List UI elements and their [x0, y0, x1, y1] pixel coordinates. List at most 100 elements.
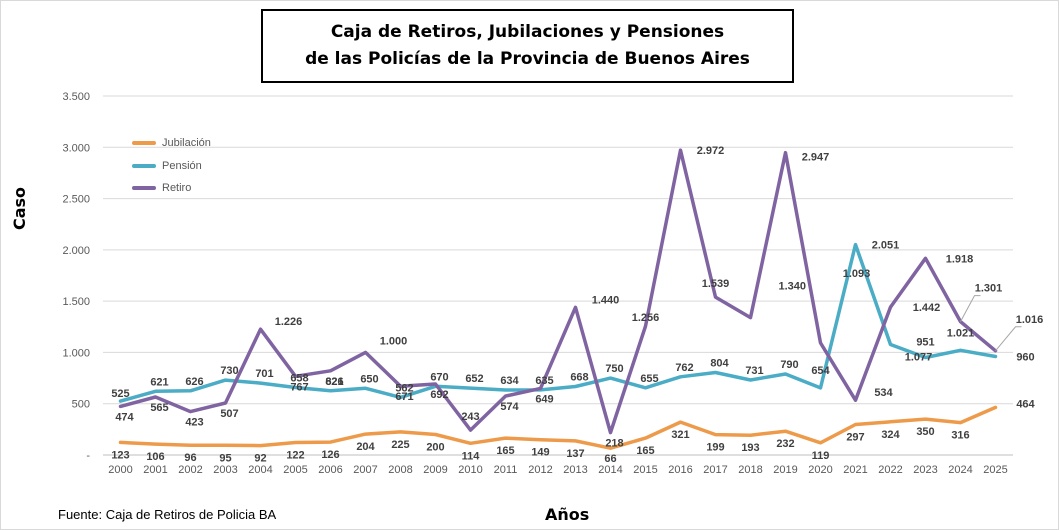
data-label-pension: 525 — [111, 388, 129, 400]
data-label-retiro: 2.972 — [697, 145, 725, 157]
chart-title-line-2: de las Policías de la Provincia de Bueno… — [305, 49, 750, 69]
data-label-pension: 635 — [535, 375, 553, 387]
data-label-retiro: 821 — [325, 376, 343, 388]
data-label-pension: 951 — [916, 336, 934, 348]
data-label-retiro: 1.226 — [275, 316, 303, 328]
data-label-pension: 655 — [640, 373, 658, 385]
data-label-retiro: 1.093 — [843, 268, 871, 280]
data-label-jubilacion: 225 — [391, 439, 409, 451]
data-label-retiro: 565 — [150, 402, 168, 414]
data-label-pension: 658 — [290, 373, 308, 385]
data-label-retiro: 507 — [220, 408, 238, 420]
legend-label-pension: Pensión — [162, 159, 202, 172]
data-label-retiro: 2.947 — [802, 152, 830, 164]
x-axis-title: Años — [545, 505, 590, 524]
legend-item-pension: Pensión — [132, 155, 211, 178]
gridlines — [103, 95, 1013, 456]
data-label-retiro: 767 — [290, 381, 308, 393]
y-tick-label: 1.500 — [62, 296, 90, 308]
data-label-retiro: 1.000 — [380, 335, 408, 347]
callout-leader — [995, 326, 1022, 352]
data-label-retiro: 671 — [395, 391, 413, 403]
data-label-pension: 804 — [710, 358, 729, 370]
x-tick-label: 2020 — [808, 464, 832, 476]
y-axis-ticks: - 500 1.000 1.500 2.000 2.500 3.000 3.500 — [62, 91, 90, 462]
data-label-jubilacion: 92 — [254, 453, 266, 465]
data-label-pension: 701 — [255, 368, 273, 380]
series-lines — [118, 148, 998, 450]
y-tick-label: 2.500 — [62, 194, 90, 206]
data-label-jubilacion: 126 — [321, 449, 339, 461]
callout-leader — [960, 295, 981, 322]
y-tick-label: 2.000 — [62, 245, 90, 257]
data-label-retiro: 1.918 — [946, 253, 974, 265]
data-label-jubilacion: 119 — [812, 450, 830, 462]
legend-item-jubilacion: Jubilación — [132, 132, 211, 155]
data-label-pension: 626 — [185, 376, 203, 388]
data-label-pension: 626 — [325, 376, 343, 388]
x-tick-label: 2014 — [598, 464, 622, 476]
data-label-pension: 668 — [570, 371, 588, 383]
x-tick-label: 2022 — [878, 464, 902, 476]
y-tick-label: 3.500 — [62, 91, 90, 103]
x-axis-ticks: 2000 2001 2002 2003 2004 2005 2006 2007 2008 2009… — [108, 464, 1007, 476]
data-label-pension: 730 — [220, 365, 238, 377]
legend-swatch-pension — [132, 163, 156, 168]
data-label-retiro: 574 — [500, 401, 519, 413]
x-tick-label: 2016 — [668, 464, 692, 476]
data-label-jubilacion: 96 — [184, 452, 196, 464]
data-label-retiro: 534 — [874, 387, 893, 399]
data-label-pension: 731 — [745, 365, 763, 377]
callout-leaders — [960, 295, 1022, 352]
data-label-retiro: 692 — [430, 389, 448, 401]
data-label-jubilacion: 199 — [706, 442, 724, 454]
data-label-retiro: 1.301 — [975, 283, 1003, 295]
x-tick-label: 2002 — [178, 464, 202, 476]
x-tick-label: 2008 — [388, 464, 412, 476]
data-label-retiro: 649 — [535, 393, 553, 405]
legend-item-retiro: Retiro — [132, 177, 211, 200]
data-label-jubilacion: 95 — [219, 452, 231, 464]
data-label-pension: 621 — [150, 376, 168, 388]
data-label-retiro: 474 — [115, 411, 134, 423]
x-tick-label: 2003 — [213, 464, 237, 476]
data-label-retiro: 1.539 — [702, 278, 730, 290]
data-label-jubilacion: 149 — [531, 447, 549, 459]
y-tick-label: 1.000 — [62, 347, 90, 359]
x-tick-label: 2009 — [423, 464, 447, 476]
data-label-retiro: 1.440 — [592, 294, 620, 306]
data-label-jubilacion: 137 — [566, 448, 584, 460]
chart-title-box: Caja de Retiros, Jubilaciones y Pensione… — [261, 9, 794, 83]
y-axis-title: Caso — [10, 186, 29, 230]
x-tick-label: 2012 — [528, 464, 552, 476]
data-label-pension: 654 — [811, 365, 830, 377]
legend-swatch-jubilacion — [132, 141, 156, 146]
data-label-jubilacion: 114 — [462, 450, 481, 462]
y-tick-label: 500 — [72, 399, 90, 411]
x-tick-label: 2011 — [494, 464, 518, 476]
data-label-retiro: 218 — [605, 438, 623, 450]
y-tick-label: - — [86, 450, 90, 462]
data-label-retiro: 1.442 — [913, 302, 941, 314]
data-label-pension: 562 — [395, 382, 413, 394]
x-tick-label: 2004 — [248, 464, 272, 476]
x-tick-label: 2010 — [458, 464, 482, 476]
data-label-jubilacion: 193 — [741, 442, 759, 454]
data-label-pension: 1.021 — [947, 327, 975, 339]
x-tick-label: 2013 — [563, 464, 587, 476]
data-label-pension: 670 — [430, 371, 448, 383]
y-tick-label: 3.000 — [62, 142, 90, 154]
chart-legend: Jubilación Pensión Retiro — [132, 132, 211, 200]
data-label-retiro: 423 — [185, 417, 203, 429]
source-note: Fuente: Caja de Retiros de Policia BA — [58, 507, 277, 522]
data-label-pension: 1.077 — [905, 352, 933, 364]
data-label-jubilacion: 123 — [111, 449, 129, 461]
data-label-pension: 652 — [465, 373, 483, 385]
data-label-pension: 750 — [605, 363, 623, 375]
x-tick-label: 2000 — [108, 464, 132, 476]
x-tick-label: 2015 — [633, 464, 657, 476]
data-label-retiro: 1.256 — [632, 312, 660, 324]
data-label-retiro: 243 — [461, 411, 479, 423]
data-label-jubilacion: 122 — [286, 449, 304, 461]
